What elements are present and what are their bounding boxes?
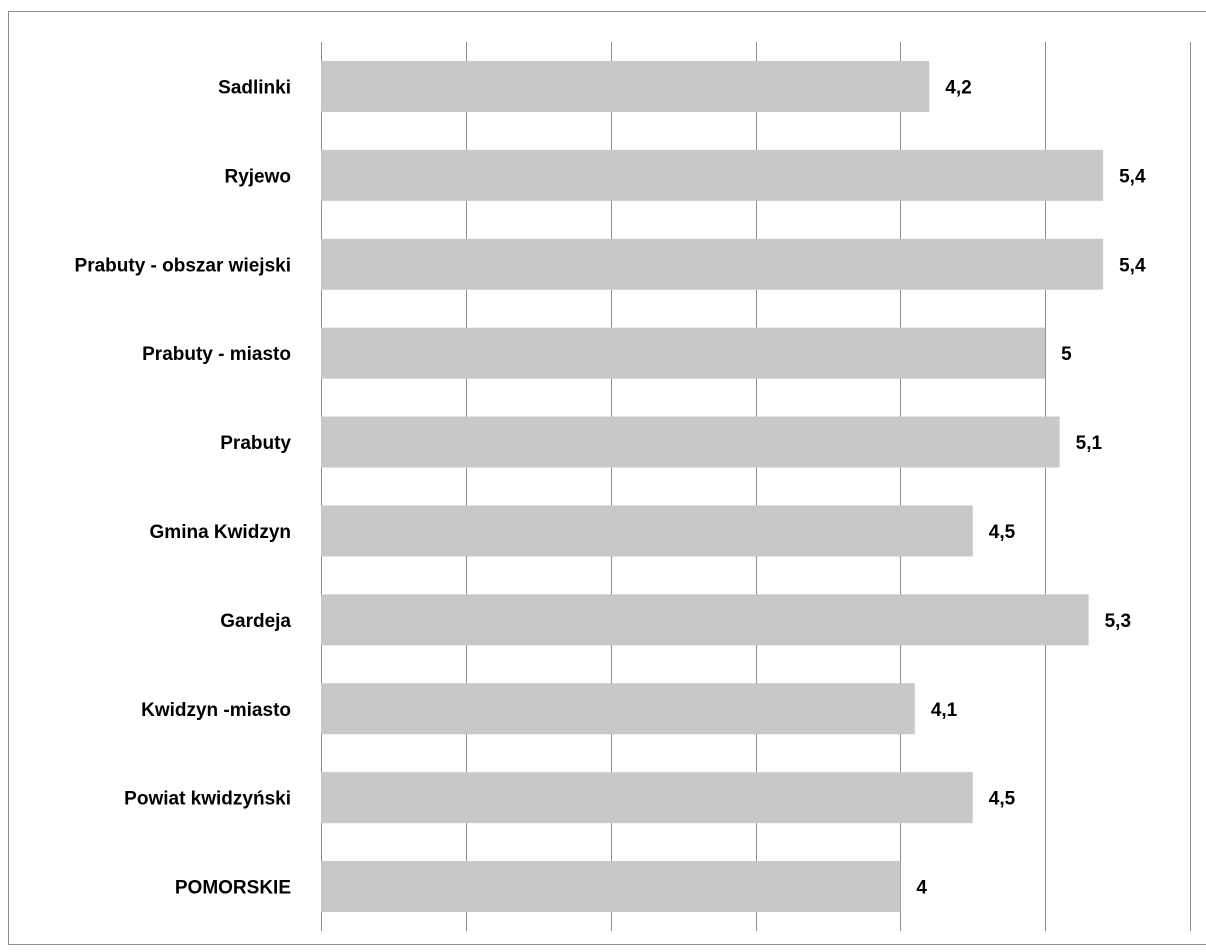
category-label: Sadlinki [218, 77, 291, 98]
value-label: 5,1 [1076, 433, 1103, 454]
value-label: 4,1 [931, 700, 958, 721]
bar-6 [321, 594, 1089, 645]
value-label: 4,5 [989, 522, 1016, 543]
bar-3 [321, 328, 1045, 379]
value-label: 4 [916, 878, 927, 899]
category-label: Ryjewo [224, 166, 291, 187]
bars [321, 61, 1103, 912]
bar-8 [321, 772, 973, 823]
category-label: Prabuty [220, 433, 291, 454]
bar-0 [321, 61, 929, 112]
category-label: POMORSKIE [175, 878, 291, 899]
value-label: 5,4 [1119, 255, 1146, 276]
category-label: Powiat kwidzyński [124, 789, 291, 810]
bar-4 [321, 417, 1060, 468]
bar-9 [321, 861, 900, 912]
bar-2 [321, 239, 1103, 290]
value-label: 4,2 [945, 77, 971, 98]
category-label: Gmina Kwidzyn [150, 522, 291, 543]
value-label: 5,4 [1119, 166, 1146, 187]
category-label: Gardeja [220, 611, 291, 632]
category-label: Prabuty - obszar wiejski [75, 255, 291, 276]
bar-5 [321, 505, 973, 556]
category-label: Kwidzyn -miasto [141, 700, 291, 721]
value-label: 5,3 [1105, 611, 1131, 632]
bar-7 [321, 683, 915, 734]
value-label: 4,5 [989, 789, 1016, 810]
bar-1 [321, 150, 1103, 201]
category-label: Prabuty - miasto [142, 344, 291, 365]
value-label: 5 [1061, 344, 1072, 365]
category-labels: Sadlinki Ryjewo Prabuty - obszar wiejski Pr… [75, 77, 292, 898]
